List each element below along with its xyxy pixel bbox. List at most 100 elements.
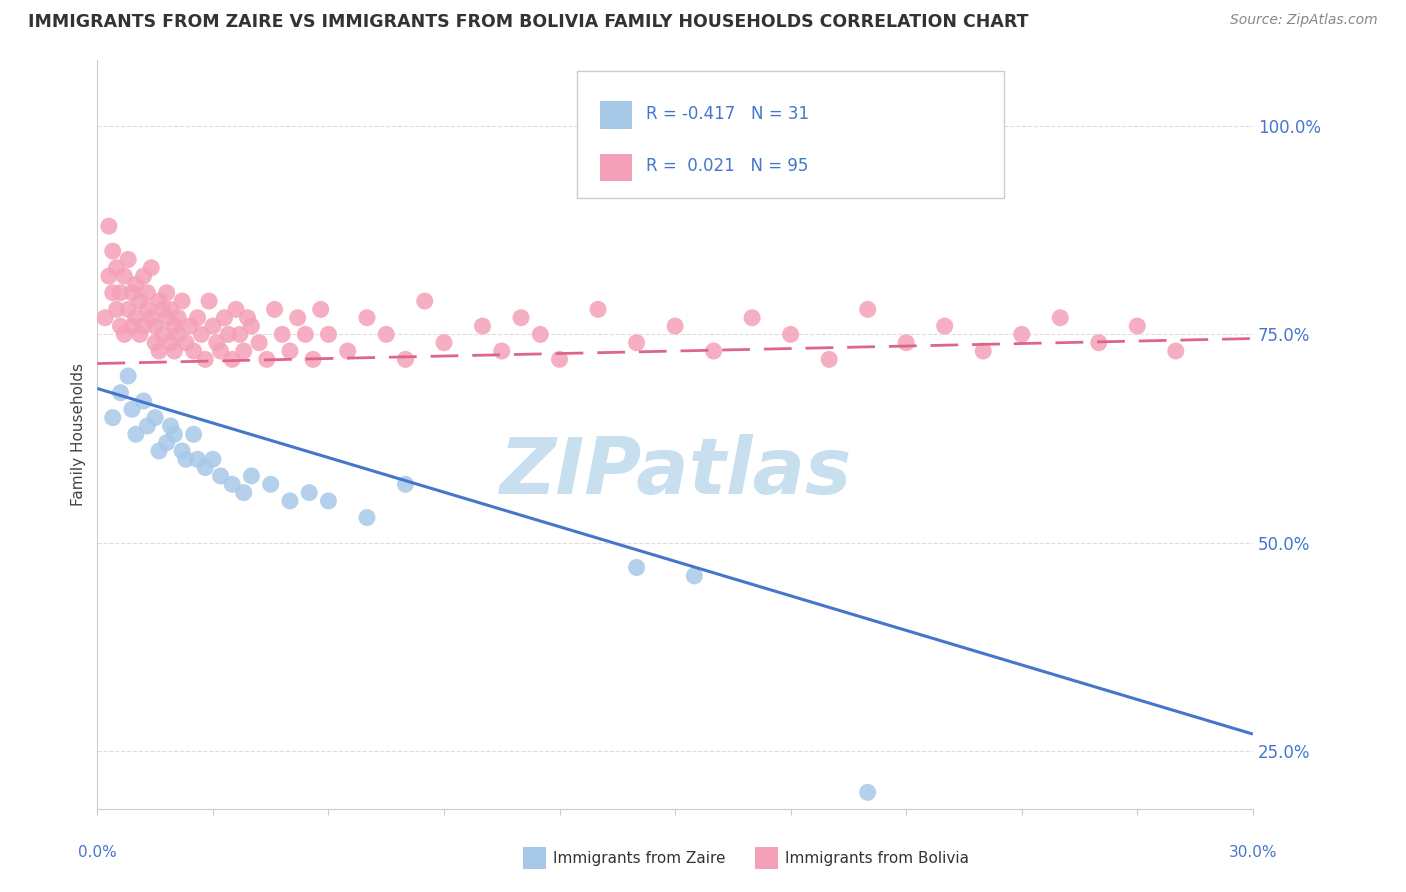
Point xyxy=(94,310,117,325)
Point xyxy=(201,452,224,467)
Point xyxy=(121,402,143,417)
Point xyxy=(125,310,148,325)
Y-axis label: Family Households: Family Households xyxy=(72,363,86,506)
Point xyxy=(125,427,148,442)
Point xyxy=(159,335,181,350)
Point xyxy=(232,485,254,500)
Point xyxy=(356,310,378,325)
Point xyxy=(194,352,217,367)
Point xyxy=(174,335,197,350)
Point xyxy=(413,294,436,309)
Point xyxy=(287,310,309,325)
Point xyxy=(471,319,494,334)
Point xyxy=(159,419,181,434)
Point xyxy=(586,302,609,317)
Point xyxy=(97,269,120,284)
Point xyxy=(271,327,294,342)
Point xyxy=(110,285,132,300)
Point xyxy=(209,469,232,483)
Point xyxy=(141,260,163,275)
Point xyxy=(260,477,283,491)
Point xyxy=(163,427,186,442)
Point xyxy=(626,560,648,574)
Point xyxy=(548,352,571,367)
Point xyxy=(703,344,725,359)
Point xyxy=(121,285,143,300)
Point xyxy=(174,452,197,467)
Point xyxy=(209,344,232,359)
Point xyxy=(132,394,155,409)
Point xyxy=(117,369,139,384)
Point xyxy=(664,319,686,334)
Point xyxy=(1164,344,1187,359)
Point xyxy=(1087,335,1109,350)
Point xyxy=(510,310,533,325)
Point xyxy=(105,302,128,317)
Point xyxy=(278,344,301,359)
Point xyxy=(110,385,132,400)
Point xyxy=(818,352,841,367)
Point xyxy=(201,319,224,334)
Point xyxy=(856,785,879,799)
Point xyxy=(167,310,190,325)
Point xyxy=(167,327,190,342)
Text: 30.0%: 30.0% xyxy=(1229,845,1277,860)
Point xyxy=(309,302,332,317)
Point xyxy=(229,327,252,342)
Point xyxy=(152,302,174,317)
Point xyxy=(128,327,150,342)
Point xyxy=(101,244,124,259)
Point xyxy=(247,335,270,350)
FancyBboxPatch shape xyxy=(600,153,633,181)
Point xyxy=(318,327,340,342)
Point xyxy=(194,460,217,475)
Point xyxy=(302,352,325,367)
Point xyxy=(172,444,194,458)
Point xyxy=(683,569,706,583)
Text: ZIPatlas: ZIPatlas xyxy=(499,434,851,509)
Point xyxy=(375,327,398,342)
Text: R =  0.021   N = 95: R = 0.021 N = 95 xyxy=(647,157,808,175)
Point xyxy=(179,319,201,334)
Point xyxy=(152,327,174,342)
Point xyxy=(156,435,179,450)
Point xyxy=(356,510,378,524)
Point xyxy=(741,310,763,325)
Point xyxy=(294,327,316,342)
Point xyxy=(190,327,212,342)
Point xyxy=(221,352,243,367)
Point xyxy=(1011,327,1033,342)
Text: Source: ZipAtlas.com: Source: ZipAtlas.com xyxy=(1230,13,1378,28)
Point xyxy=(1049,310,1071,325)
Point xyxy=(529,327,551,342)
Point xyxy=(626,335,648,350)
Point xyxy=(110,319,132,334)
Text: IMMIGRANTS FROM ZAIRE VS IMMIGRANTS FROM BOLIVIA FAMILY HOUSEHOLDS CORRELATION C: IMMIGRANTS FROM ZAIRE VS IMMIGRANTS FROM… xyxy=(28,13,1029,31)
Point xyxy=(232,344,254,359)
Point xyxy=(240,469,263,483)
Point xyxy=(121,319,143,334)
Point xyxy=(236,310,259,325)
Point xyxy=(491,344,513,359)
Point xyxy=(263,302,285,317)
Point xyxy=(148,344,170,359)
Point xyxy=(934,319,956,334)
Point xyxy=(1126,319,1149,334)
Point xyxy=(141,310,163,325)
Point xyxy=(221,477,243,491)
Point xyxy=(318,494,340,508)
Point xyxy=(143,335,166,350)
Point xyxy=(183,427,205,442)
Point xyxy=(225,302,247,317)
Point xyxy=(117,252,139,267)
Point xyxy=(240,319,263,334)
Point xyxy=(336,344,359,359)
Point xyxy=(97,219,120,234)
Point xyxy=(214,310,236,325)
Point xyxy=(156,310,179,325)
Point xyxy=(159,302,181,317)
Point xyxy=(143,410,166,425)
FancyBboxPatch shape xyxy=(600,102,633,128)
Point xyxy=(112,327,135,342)
Point xyxy=(278,494,301,508)
